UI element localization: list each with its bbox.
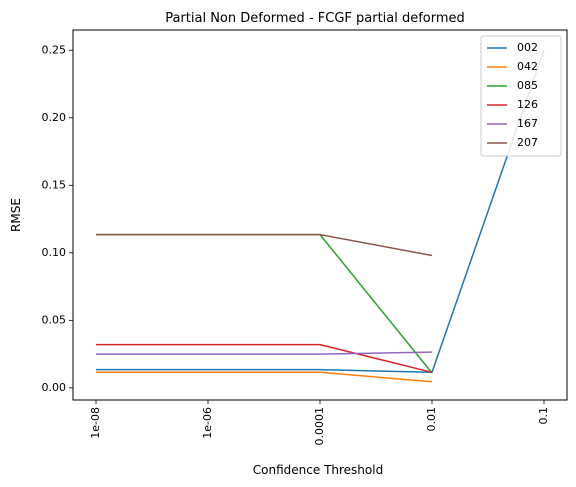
y-tick-label: 0.15	[42, 178, 67, 191]
series-line-002	[96, 50, 545, 374]
legend-label-085: 085	[517, 79, 538, 92]
series-line-085	[96, 233, 433, 374]
series-line-167	[96, 351, 433, 355]
y-tick-label: 0.10	[42, 246, 67, 259]
y-tick-label: 0.25	[42, 43, 67, 56]
x-axis-label: Confidence Threshold	[253, 463, 383, 477]
x-tick-label: 1e-08	[89, 407, 102, 439]
legend-box	[480, 35, 562, 157]
x-axis: 1e-08 1e-06 0.0001 0.01 0.1	[89, 400, 550, 446]
legend-label-167: 167	[517, 117, 538, 130]
legend: 002 042 085 126 167 207	[480, 35, 562, 157]
y-axis: 0.00 0.05 0.10 0.15 0.20 0.25	[42, 43, 73, 394]
y-tick-label: 0.20	[42, 111, 67, 124]
x-tick-label: 0.01	[425, 407, 438, 432]
legend-label-002: 002	[517, 41, 538, 54]
series-line-126	[96, 343, 433, 374]
series-lines	[96, 50, 545, 383]
chart-title: Partial Non Deformed - FCGF partial defo…	[165, 11, 465, 26]
x-tick-label: 0.1	[537, 407, 550, 425]
y-axis-label: RMSE	[9, 198, 23, 232]
y-tick-label: 0.00	[42, 381, 67, 394]
series-line-207	[96, 233, 433, 257]
legend-label-042: 042	[517, 60, 538, 73]
y-tick-label: 0.05	[42, 313, 67, 326]
legend-label-126: 126	[517, 98, 538, 111]
series-line-042	[96, 371, 433, 383]
x-tick-label: 0.0001	[313, 407, 326, 446]
legend-label-207: 207	[517, 136, 538, 149]
x-tick-label: 1e-06	[201, 407, 214, 439]
